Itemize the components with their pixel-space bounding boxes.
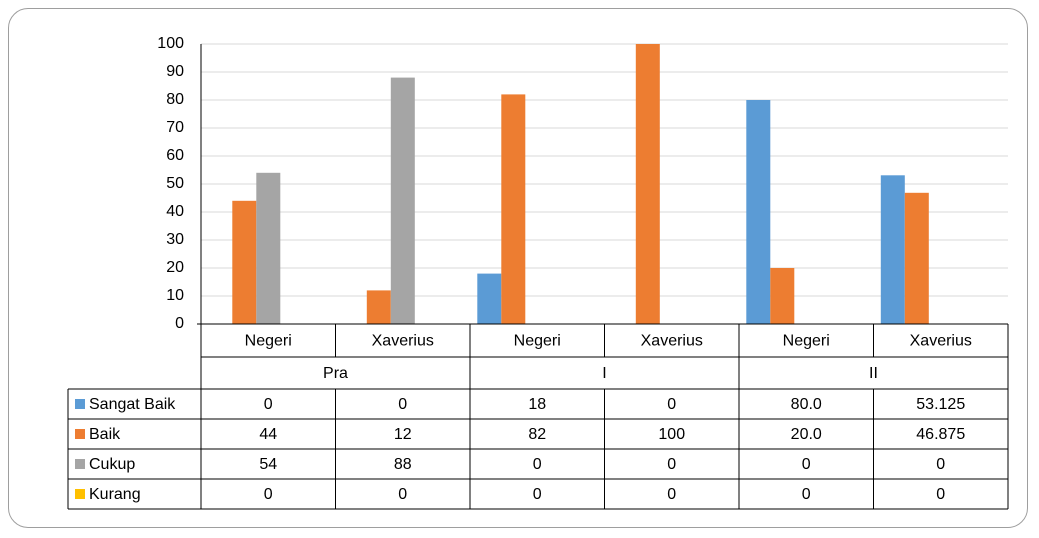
category-label: Negeri [514,333,561,350]
table-cell-value: 88 [394,456,412,473]
category-label: Xaverius [372,333,434,350]
bar-baik-3 [635,44,660,324]
y-tick-label: 50 [166,175,184,192]
series-name: Kurang [89,486,141,503]
y-tick-labels: 0 10 20 30 40 50 60 70 80 90 100 [157,35,184,332]
y-tick-label: 80 [166,91,184,108]
table-cell-value: 0 [667,486,676,503]
table-cell-value: 0 [667,456,676,473]
y-tick-label: 10 [166,287,184,304]
table-cell-value: 0 [533,486,542,503]
table-cell-value: 54 [259,456,277,473]
table-cell-value: 18 [528,396,546,413]
bar-sangat-baik-2 [477,273,502,324]
table-cell-value: 82 [528,426,546,443]
bar-sangat-baik-5 [880,175,905,325]
legend-key-cukup [75,459,85,469]
legend-key-baik [75,429,85,439]
bar-baik-1 [366,290,391,324]
y-tick-label: 70 [166,119,184,136]
y-tick-label: 90 [166,63,184,80]
bar-cukup-1 [390,77,415,324]
table-cell-value: 100 [658,426,685,443]
table-cell-value: 0 [802,486,811,503]
table-cell-value: 0 [398,486,407,503]
table-cell-value: 0 [533,456,542,473]
group-label: II [869,365,878,382]
bar-cukup-0 [256,172,281,324]
series-name: Sangat Baik [89,396,176,413]
bar-sangat-baik-4 [746,100,771,324]
table-cell-value: 0 [264,396,273,413]
legend-key-kurang [75,489,85,499]
bar-baik-0 [232,200,257,324]
table-cell-value: 0 [398,396,407,413]
table-cell-value: 80.0 [791,396,822,413]
gridlines [201,43,1008,297]
legend-key-sangat-baik [75,399,85,409]
table-cell-value: 0 [667,396,676,413]
data-table: Negeri Xaverius Negeri Xaverius Negeri Xaveri… [67,324,1009,510]
series-name: Cukup [89,456,135,473]
y-tick-label: 40 [166,203,184,220]
table-cell-value: 53.125 [916,396,965,413]
table-cell-value: 20.0 [791,426,822,443]
category-label: Xaverius [910,333,972,350]
y-tick-label: 0 [175,315,184,332]
table-cell-value: 46.875 [916,426,965,443]
group-label: Pra [323,365,348,382]
y-tick-label: 20 [166,259,184,276]
category-label: Negeri [245,333,292,350]
bar-baik-4 [770,268,795,324]
series-name: Baik [89,426,121,443]
bar-baik-2 [501,94,526,325]
table-cell-value: 12 [394,426,412,443]
table-cell-value: 44 [259,426,277,443]
category-label: Negeri [783,333,830,350]
y-tick-label: 100 [157,35,184,52]
bar-baik-5 [904,192,929,325]
table-cell-value: 0 [264,486,273,503]
table-cell-value: 0 [936,486,945,503]
bars [232,44,929,325]
y-tick-label: 60 [166,147,184,164]
y-tick-label: 30 [166,231,184,248]
category-label: Xaverius [641,333,703,350]
group-label: I [602,365,606,382]
table-cell-value: 0 [936,456,945,473]
table-cell-value: 0 [802,456,811,473]
